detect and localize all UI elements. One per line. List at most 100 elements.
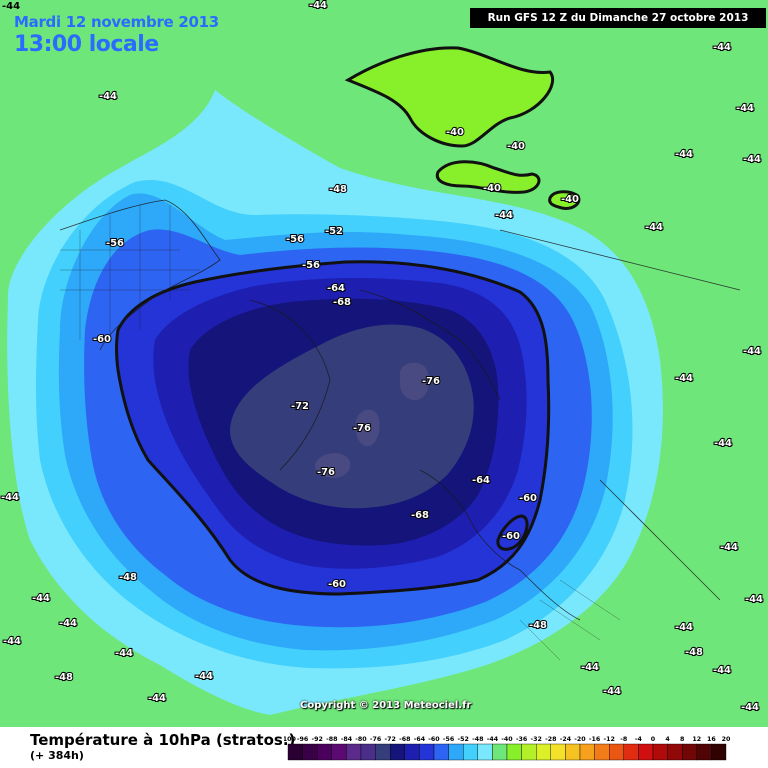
- contour-minus-60: [115, 260, 551, 596]
- core-minus-76-c: [315, 453, 351, 478]
- isotherm-label: -60: [93, 334, 111, 345]
- run-info-box: Run GFS 12 Z du Dimanche 27 octobre 2013: [470, 8, 766, 28]
- isotherm-label: -44: [743, 346, 761, 357]
- legend-swatch: [287, 743, 303, 761]
- coastline-africa: [599, 479, 721, 601]
- isotherm-label: -44: [675, 149, 693, 160]
- isotherm-label: -44: [645, 222, 663, 233]
- isotherm-label: -56: [106, 238, 124, 249]
- weather-map: -44 -44 -44 -44 -44 -44 -44 -44 -44 -44 -44 -44 -44-…: [0, 0, 768, 727]
- legend-swatch: [433, 743, 449, 761]
- isotherm-label: -44: [675, 373, 693, 384]
- isotherm-label: -44: [99, 91, 117, 102]
- legend-tick-label: -28: [545, 736, 556, 743]
- border-line: [60, 205, 200, 340]
- legend-swatch: [506, 743, 522, 761]
- legend-tick-label: -24: [560, 736, 572, 743]
- isotherm-label: -64: [472, 475, 490, 486]
- core-minus-76-b: [355, 409, 380, 447]
- isotherm-label: -44: [59, 618, 77, 629]
- isotherm-label: -44: [32, 593, 50, 604]
- legend-tick-label: -40: [501, 736, 513, 743]
- legend-tick-label: -48: [472, 736, 483, 743]
- legend-tick-label: 20: [722, 736, 731, 743]
- contour-minus-60-small: [496, 514, 529, 551]
- legend-swatch: [346, 743, 362, 761]
- legend-swatch: [331, 743, 347, 761]
- legend-tick-label: -4: [635, 736, 643, 743]
- isotherm-label: -44: [195, 671, 213, 682]
- legend-tick-label: -8: [620, 736, 627, 743]
- isotherm-label: -48: [329, 184, 347, 195]
- isotherm-label: -44: [745, 594, 763, 605]
- isotherm-label: -60: [502, 531, 520, 542]
- isotherm-label: -68: [411, 510, 429, 521]
- legend-swatch: [375, 743, 391, 761]
- legend-swatch: [696, 743, 712, 761]
- legend-tick-labels: -100-96-92-88-84-80-76-72-68-64-60-56-52…: [284, 736, 731, 743]
- legend-swatch: [462, 743, 478, 761]
- legend-tick-label: -84: [341, 736, 353, 743]
- legend-swatch: [565, 743, 581, 761]
- isotherm-label: -44: [743, 154, 761, 165]
- isotherm-label: -44: [495, 210, 513, 221]
- legend-swatch: [535, 743, 551, 761]
- legend-swatch: [594, 743, 610, 761]
- coastlines: [59, 199, 741, 621]
- color-legend: -100-96-92-88-84-80-76-72-68-64-60-56-52…: [284, 736, 731, 761]
- legend-tick-label: -68: [399, 736, 410, 743]
- warm-patch-east: [548, 190, 581, 210]
- isotherm-label: -44: [741, 702, 759, 713]
- isotherm-label: -64: [327, 283, 345, 294]
- isotherm-label: -44: [3, 636, 21, 647]
- isotherm-label: -48: [685, 647, 703, 658]
- legend-tick-label: -80: [355, 736, 367, 743]
- isotherm-label: -68: [333, 297, 351, 308]
- legend-tick-label: 12: [692, 736, 701, 743]
- isotherm-label: -44: [713, 665, 731, 676]
- isotherm-label: -76: [422, 376, 440, 387]
- border-line: [519, 579, 621, 661]
- isotherm-label: -44: [581, 662, 599, 673]
- legend-tick-label: -88: [326, 736, 337, 743]
- legend-swatch: [652, 743, 668, 761]
- isotherm-label: -40: [561, 194, 579, 205]
- legend-swatch: [579, 743, 595, 761]
- isotherm-label: -44: [736, 103, 754, 114]
- legend-swatch: [492, 743, 508, 761]
- isotherm-labels: -44-44-44-44-44 -44-44-44-44-44-44-44-44-…: [0, 0, 764, 714]
- legend-tick-label: -76: [370, 736, 382, 743]
- forecast-time: 13:00 locale: [14, 32, 159, 57]
- isotherm-label: -44: [720, 542, 738, 553]
- isotherm-label: -48: [55, 672, 73, 683]
- legend-swatch: [682, 743, 698, 761]
- legend-swatch: [623, 743, 639, 761]
- isotherm-label: -52: [325, 226, 343, 237]
- coastline-siberia: [359, 289, 501, 401]
- warm-patch-north: [344, 46, 554, 148]
- copyright-notice: Copyright © 2013 Meteociel.fr: [300, 700, 472, 711]
- variable-title: Température à 10hPa (stratos.): [30, 731, 296, 749]
- isotherm-label: -44: [1, 492, 19, 503]
- coastline-asia: [499, 229, 741, 291]
- legend-swatch: [521, 743, 537, 761]
- isotherm-label: -76: [317, 467, 335, 478]
- legend-swatch: [711, 743, 727, 761]
- legend-swatch: [389, 743, 405, 761]
- isotherm-label: -44: [603, 686, 621, 697]
- isotherm-label: -56: [302, 260, 320, 271]
- coastline-greenland: [249, 299, 331, 471]
- legend-tick-label: -32: [531, 736, 542, 743]
- legend-tick-label: -44: [487, 736, 499, 743]
- legend-tick-label: -20: [574, 736, 586, 743]
- isotherm-label: -44: [148, 693, 166, 704]
- legend-tick-label: 8: [680, 736, 684, 743]
- isotherm-label: -40: [446, 127, 464, 138]
- footer-bar: Température à 10hPa (stratos.) (+ 384h) …: [0, 727, 768, 768]
- legend-swatch: [667, 743, 683, 761]
- legend-tick-label: -64: [414, 736, 426, 743]
- core-minus-76-a: [400, 362, 430, 401]
- isotherm-label: -44: [713, 42, 731, 53]
- temperature-map-canvas: -44-44-44-44-44 -44-44-44-44-44-44-44-44-…: [0, 0, 768, 727]
- isotherm-label: -44: [115, 648, 133, 659]
